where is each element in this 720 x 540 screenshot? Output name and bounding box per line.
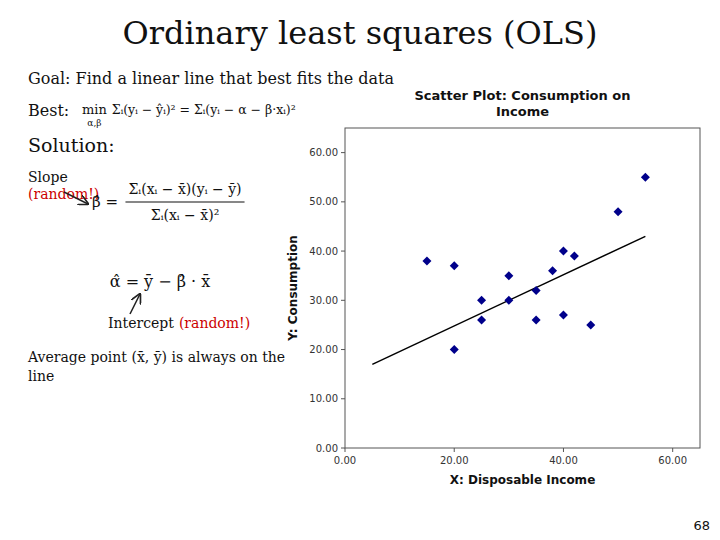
annotation: Σᵢ(xᵢ − x̄)(yᵢ − ȳ) — [128, 181, 241, 197]
plot-frame — [345, 128, 700, 448]
annotation: 68 — [693, 518, 710, 533]
annotation: Intercept — [108, 315, 174, 331]
annotation: Σᵢ(xᵢ − x̄)² — [151, 207, 220, 223]
annotation: Σᵢ(yᵢ − ŷᵢ)² = Σᵢ(yᵢ − α − β·xᵢ)² — [112, 102, 296, 117]
x-axis-label: X: Disposable Income — [450, 473, 596, 487]
y-tick — [341, 448, 345, 449]
arrow — [64, 192, 88, 204]
background — [0, 0, 720, 540]
x-tick-label: 40.00 — [549, 455, 578, 466]
annotation: line — [28, 368, 54, 384]
scatter-point — [570, 252, 579, 261]
y-tick-label: 20.00 — [309, 344, 338, 355]
annotation: Goal: Find a linear line that best fits … — [28, 69, 395, 88]
annotation: α̂ = ȳ − β̂ · x̄ — [110, 272, 211, 291]
axes: 0.00 20.00 40.00 60.00 0.00 10.00 20.00 30.00 40… — [309, 128, 700, 466]
scatter-point — [614, 207, 623, 216]
y-tick — [341, 398, 345, 399]
y-tick — [341, 349, 345, 350]
y-axis-label: Y: Consumption — [286, 235, 300, 342]
scatter-point — [504, 296, 513, 305]
scatter-point — [559, 247, 568, 256]
annotation: α,β — [87, 118, 101, 128]
annotation: min — [82, 102, 107, 117]
annotation: Average point (x̄, ȳ) is always on the — [27, 349, 285, 365]
scatter-point — [548, 266, 557, 275]
y-tick — [341, 251, 345, 252]
plot-marks — [372, 173, 650, 365]
point-layer — [422, 173, 649, 354]
chart-title-line: Scatter Plot: Consumption on — [414, 88, 630, 103]
y-tick-label: 0.00 — [316, 443, 338, 454]
arrow — [130, 294, 140, 314]
scatter-point — [450, 345, 459, 354]
annotation: Best: — [28, 101, 69, 120]
scatter-point — [477, 296, 486, 305]
scatter-point — [586, 320, 595, 329]
x-tick — [454, 448, 455, 452]
regression-line — [372, 236, 645, 364]
chart-title-line: Income — [496, 104, 549, 119]
slide: Ordinary least squares (OLS) Goal: Find a… — [0, 0, 720, 540]
scatter-point — [641, 173, 650, 182]
y-tick — [341, 152, 345, 153]
annotation: Slope — [28, 169, 68, 185]
x-tick — [345, 448, 346, 452]
x-tick-label: 0.00 — [334, 455, 356, 466]
x-tick-label: 60.00 — [658, 455, 687, 466]
slide-title: Ordinary least squares (OLS) — [123, 14, 598, 52]
line-layer — [372, 236, 645, 364]
fraction-bar — [125, 201, 244, 202]
scatter-point — [559, 311, 568, 320]
scatter-point — [532, 286, 541, 295]
scatter-point — [504, 271, 513, 280]
y-tick-label: 40.00 — [309, 246, 338, 257]
y-tick-label: 10.00 — [309, 393, 338, 404]
y-tick-label: 30.00 — [309, 295, 338, 306]
annotation: (random!) — [179, 315, 250, 331]
annotation: Solution: — [28, 134, 115, 156]
x-tick — [563, 448, 564, 452]
chart-title: Scatter Plot: Consumption onIncome — [414, 88, 630, 119]
x-tick — [672, 448, 673, 452]
scatter-point — [532, 316, 541, 325]
annotation: (random!) — [28, 186, 99, 202]
y-tick-label: 50.00 — [309, 196, 338, 207]
scatter-point — [450, 261, 459, 270]
y-tick-label: 60.00 — [309, 147, 338, 158]
x-tick-label: 20.00 — [440, 455, 469, 466]
y-tick — [341, 201, 345, 202]
scatter-point — [477, 316, 486, 325]
scatter-point — [422, 256, 431, 265]
y-tick — [341, 300, 345, 301]
annotation: β̂ = — [92, 193, 118, 211]
